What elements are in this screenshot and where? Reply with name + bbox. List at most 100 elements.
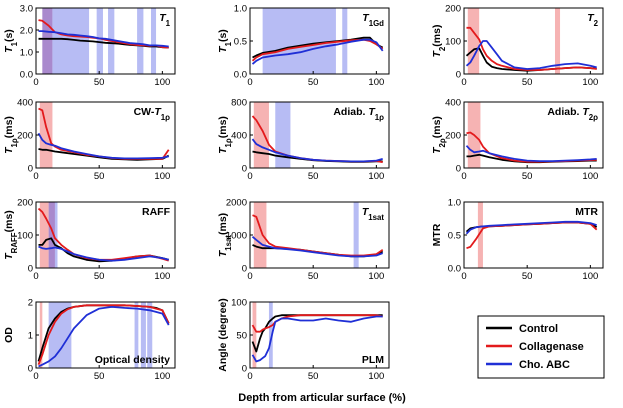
band-red-0: [39, 202, 49, 268]
series-cho-abc: [465, 220, 597, 235]
x-tick-label: 0: [461, 171, 466, 182]
y-axis-label: T1(s): [217, 29, 233, 53]
x-tick-label: 100: [154, 171, 170, 182]
panel-title: PLM: [362, 354, 384, 366]
y-axis-label: T1ρ(ms): [3, 116, 19, 154]
y-tick-label: 3.0: [20, 4, 33, 15]
panel-cw-t1: 0 50 100 0 200 400 T1ρ(ms) CW-T1ρ: [3, 98, 176, 182]
panel-title: Adiab. T2ρ: [547, 106, 598, 122]
y-tick-label: 400: [231, 131, 247, 142]
y-axis-label: T2ρ(ms): [431, 116, 447, 154]
panel-title: MTR: [575, 206, 598, 218]
series-cho-abc: [251, 38, 384, 65]
series-cho-abc: [251, 315, 383, 363]
y-tick-label: 50: [236, 331, 247, 342]
x-tick-label: 0: [33, 371, 38, 382]
y-tick-label: 0: [28, 364, 33, 375]
series-cho-abc: [251, 138, 383, 163]
series-control: [252, 36, 384, 59]
x-tick-label: 0: [247, 77, 252, 88]
y-tick-label: 0: [242, 364, 247, 375]
x-tick-label: 50: [94, 371, 105, 382]
panel-title: Optical density: [95, 354, 170, 366]
y-tick-label: 2000: [226, 198, 247, 209]
y-tick-label: 800: [231, 98, 247, 109]
x-tick-label: 100: [154, 371, 170, 382]
x-tick-label: 100: [368, 77, 384, 88]
x-tick-label: 0: [33, 171, 38, 182]
band-blue-2: [134, 302, 139, 368]
y-tick-label: 0.5: [234, 37, 247, 48]
panel-mtr: 0 50 100 0.0 0.5 1.0 MTR MTR: [431, 198, 604, 282]
y-axis-label: T1ρ(ms): [217, 116, 233, 154]
x-tick-label: 100: [154, 77, 170, 88]
y-tick-label: 200: [445, 131, 461, 142]
y-tick-label: 2: [28, 298, 33, 309]
series-cho-abc: [251, 236, 384, 258]
y-tick-label: 0.0: [20, 70, 33, 81]
series-collagenase: [37, 304, 170, 366]
series-collagenase: [466, 26, 597, 71]
x-tick-label: 50: [308, 371, 319, 382]
panel-title: T1Gd: [362, 12, 384, 28]
x-tick-label: 100: [582, 171, 598, 182]
x-tick-label: 50: [522, 171, 533, 182]
legend: Control Collagenase Cho. ABC: [477, 315, 605, 379]
band-blue-3: [140, 302, 146, 368]
legend-label-collagenase: Collagenase: [519, 341, 584, 353]
panel-adiab-t1: 0 50 100 0 400 800 T1ρ(ms) Adiab. T1ρ: [217, 98, 390, 182]
x-tick-label: 0: [247, 271, 252, 282]
panel-t1gd: 0 50 100 0.0 0.5 1.0 T1(s) T1Gd: [217, 4, 390, 88]
x-axis-label: Depth from articular surface (%): [238, 392, 406, 404]
y-tick-label: 0: [28, 264, 33, 275]
panel-title: T1sat: [362, 206, 385, 222]
panel-title: T1: [159, 12, 170, 28]
x-tick-label: 0: [461, 271, 466, 282]
band-purple-1: [48, 202, 55, 268]
y-axis-label: T1(s): [3, 29, 19, 53]
band-red-0: [252, 302, 257, 368]
series-cho-abc: [38, 305, 170, 368]
band-red-0: [253, 102, 269, 168]
band-blue-1: [353, 202, 359, 268]
x-tick-label: 0: [247, 171, 252, 182]
y-tick-label: 100: [231, 298, 247, 309]
x-tick-label: 50: [94, 271, 105, 282]
y-tick-label: 0.0: [448, 264, 461, 275]
series-cho-abc: [465, 145, 597, 163]
y-tick-label: 0: [28, 164, 33, 175]
x-tick-label: 100: [154, 271, 170, 282]
y-tick-label: 100: [17, 231, 33, 242]
series-collagenase: [251, 38, 384, 62]
y-tick-label: 1.0: [234, 4, 247, 15]
band-red-0: [253, 202, 267, 268]
y-tick-label: 100: [445, 37, 461, 48]
y-axis-label: OD: [3, 327, 15, 343]
x-tick-label: 100: [368, 271, 384, 282]
y-tick-label: 1.0: [448, 198, 461, 209]
band-blue-5: [150, 8, 157, 74]
y-tick-label: 1000: [226, 231, 247, 242]
series-cho-abc: [38, 245, 169, 262]
x-tick-label: 0: [247, 371, 252, 382]
y-axis-label: T2(ms): [431, 25, 447, 58]
band-blue-2: [54, 202, 58, 268]
series-collagenase: [251, 314, 383, 333]
x-tick-label: 50: [94, 171, 105, 182]
x-tick-label: 0: [461, 77, 466, 88]
panel-title: Adiab. T1ρ: [333, 106, 384, 122]
panel-adiab-t2: 0 50 100 0 200 400 T2ρ(ms) Adiab. T2ρ: [431, 98, 604, 182]
y-axis-label: TRAFF(ms): [3, 210, 19, 260]
plot-frame: [35, 7, 176, 75]
series-cho-abc: [465, 40, 597, 70]
y-tick-label: 400: [445, 98, 461, 109]
band-red-0: [39, 302, 43, 368]
panel-t1: 0 50 100 0.0 1.0 2.0 3.0 T1(s) T1: [3, 4, 176, 88]
band-blue-0: [262, 8, 336, 74]
x-tick-label: 50: [94, 77, 105, 88]
y-tick-label: 0.0: [234, 70, 247, 81]
y-tick-label: 2.0: [20, 26, 33, 37]
series-cho-abc: [37, 132, 169, 160]
